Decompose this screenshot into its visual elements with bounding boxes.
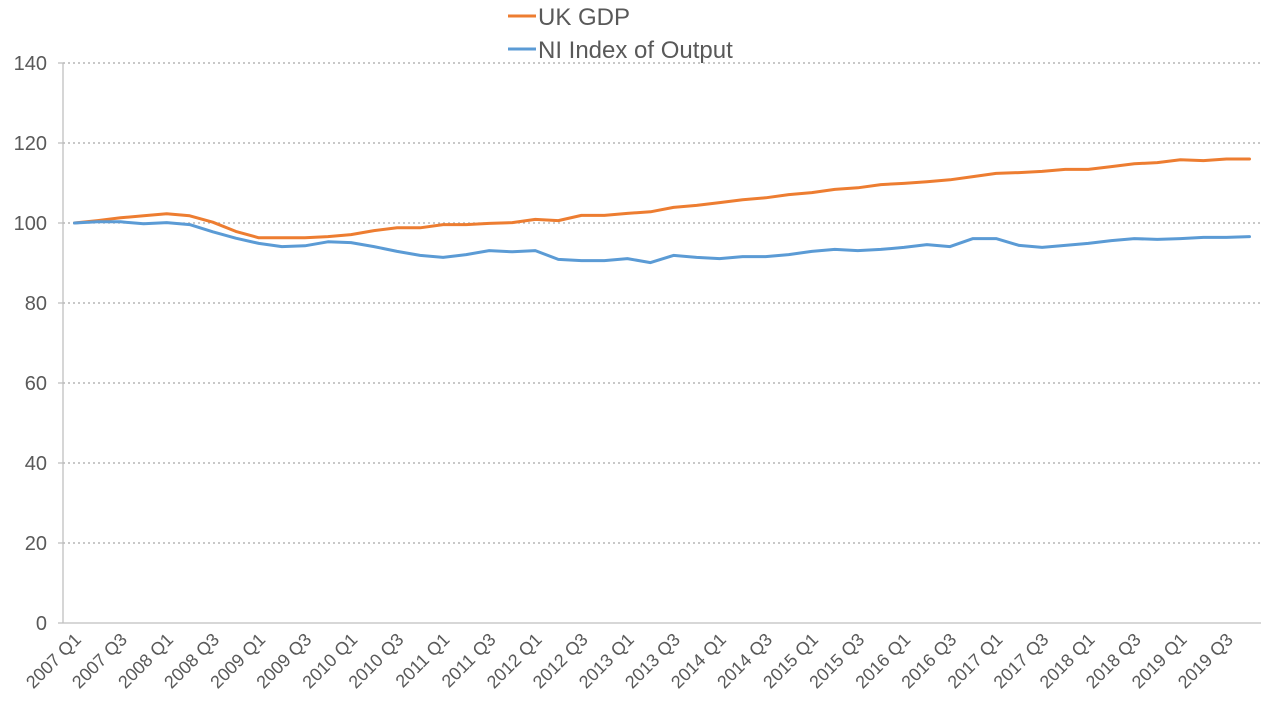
y-tick-label: 100 [14, 213, 47, 235]
y-tick-label: 20 [25, 533, 47, 555]
y-tick-label: 120 [14, 133, 47, 155]
series-line-ni-index-of-output [73, 220, 1251, 265]
legend-label: NI Index of Output [538, 37, 733, 64]
y-tick-label: 60 [25, 373, 47, 395]
legend-label: UK GDP [538, 4, 630, 31]
y-tick-label: 0 [36, 613, 47, 635]
y-tick-label: 140 [14, 53, 47, 75]
y-tick-label: 40 [25, 453, 47, 475]
legend: UK GDP NI Index of Output [508, 4, 733, 64]
y-tick-label: 80 [25, 293, 47, 315]
series-line-uk-gdp [73, 157, 1251, 240]
